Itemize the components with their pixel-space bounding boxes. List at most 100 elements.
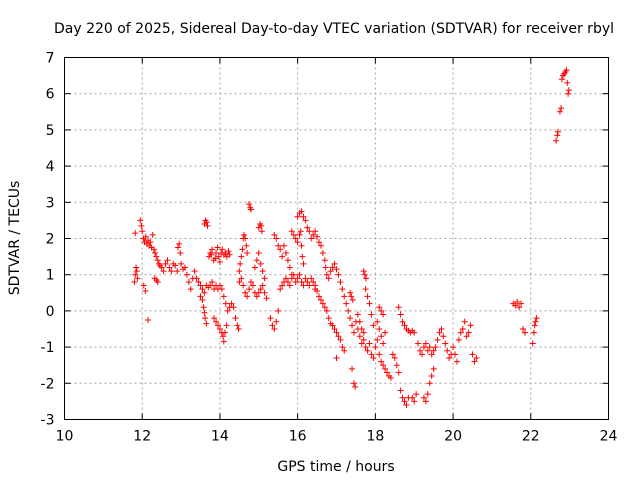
data-point [232,315,239,322]
data-point [292,278,299,285]
data-point [424,347,431,354]
data-point [422,340,429,347]
data-point [202,315,209,322]
data-point [248,206,255,213]
data-point [384,369,391,376]
data-point [299,253,306,260]
data-point [558,105,565,112]
data-point [242,289,249,296]
data-point [376,304,383,311]
data-point [452,351,459,358]
data-point [150,246,157,253]
data-point [465,329,472,336]
data-point [380,340,387,347]
data-point [558,76,565,83]
data-point [302,217,309,224]
data-point [178,260,185,267]
data-point [333,266,340,273]
data-point [364,347,371,354]
data-point [417,347,424,354]
data-point [339,344,346,351]
data-point [372,344,379,351]
data-point [349,297,356,304]
data-point [436,329,443,336]
data-point [314,233,321,240]
data-point [286,264,293,271]
data-point [292,235,299,242]
data-point [172,262,179,269]
data-point [235,326,242,332]
data-point [214,244,221,251]
data-point [314,287,321,294]
data-point [401,398,408,405]
data-point [298,278,305,285]
data-point [152,249,159,256]
data-point [382,365,389,372]
data-point [225,248,232,255]
y-tick-label: -2 [41,376,55,392]
data-point [259,268,266,275]
data-point [142,287,149,294]
data-point [244,249,251,256]
x-tick-label: 24 [600,429,618,445]
data-point [442,340,449,347]
data-point [554,128,561,135]
data-point [370,354,377,361]
chart-title: Day 220 of 2025, Sidereal Day-to-day VTE… [54,21,614,37]
data-point [325,315,332,322]
data-point [195,278,202,285]
data-point [134,275,141,282]
data-point [317,297,324,304]
data-point [360,329,367,336]
data-point [426,344,433,351]
data-point [333,329,340,336]
data-point [243,242,250,249]
data-point [288,228,295,235]
data-point [349,365,356,372]
data-point [520,326,527,332]
data-point [380,311,387,318]
data-point [158,264,165,271]
x-tick-label: 18 [366,429,384,445]
data-point [347,289,354,296]
data-point [174,244,181,251]
data-point [463,333,470,340]
data-point [214,322,221,329]
data-point [132,264,139,271]
data-point [259,282,266,289]
data-point [362,286,369,293]
data-point [236,278,243,285]
data-point [368,311,375,318]
data-point [420,394,427,401]
data-point [191,268,198,275]
data-point [393,362,400,369]
data-point [316,293,323,300]
data-point [418,351,425,358]
data-point [382,329,389,336]
data-point [420,344,427,351]
data-point [565,90,572,97]
data-point [350,380,357,387]
data-point [395,304,402,311]
data-point [512,302,519,309]
data-point [257,286,264,293]
data-point [220,333,227,340]
data-point [370,322,377,329]
data-point [366,340,373,347]
data-point [279,282,286,289]
data-point [335,271,342,278]
data-point [230,304,237,311]
data-point [360,336,367,343]
data-point [358,326,365,332]
data-point [133,268,140,275]
data-point [467,322,474,329]
data-point [284,257,291,264]
data-point [168,268,175,275]
data-point [554,132,561,139]
data-point [267,315,274,322]
x-tick-label: 12 [133,429,151,445]
data-point [226,251,233,258]
data-point [310,278,317,285]
data-point [399,394,406,401]
